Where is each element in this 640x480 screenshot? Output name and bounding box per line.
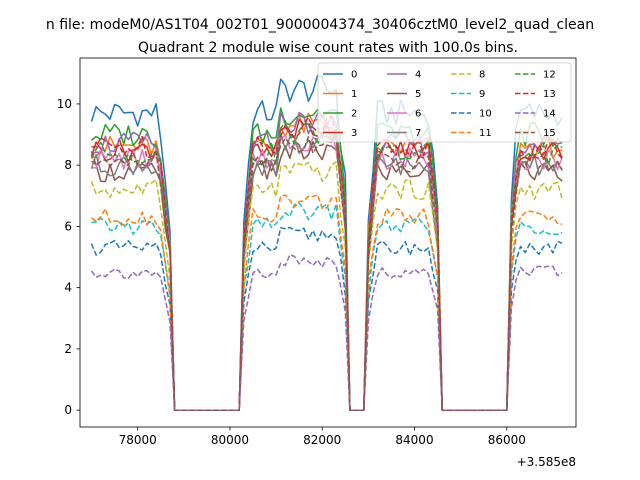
legend-label-7: 7 xyxy=(415,128,421,139)
legend-label-1: 1 xyxy=(351,89,357,100)
series-line-8 xyxy=(90,161,563,411)
series-line-14 xyxy=(90,253,563,411)
axes-frame xyxy=(79,57,577,428)
chart-title: Quadrant 2 module wise count rates with … xyxy=(138,40,518,56)
y-tick-label: 4 xyxy=(64,281,72,295)
y-tick-label: 6 xyxy=(64,219,72,233)
y-tick-label: 8 xyxy=(64,158,72,172)
legend-label-3: 3 xyxy=(351,128,357,139)
legend-label-10: 10 xyxy=(479,109,492,120)
legend-label-9: 9 xyxy=(479,89,485,100)
x-offset-label: +3.585e8 xyxy=(517,455,576,469)
legend-label-2: 2 xyxy=(351,109,357,120)
y-tick-label: 2 xyxy=(64,342,72,356)
x-tick-label: 78000 xyxy=(119,433,157,447)
legend-label-6: 6 xyxy=(415,109,421,120)
x-tick-label: 82000 xyxy=(303,433,341,447)
y-tick-label: 0 xyxy=(64,403,72,417)
legend-label-8: 8 xyxy=(479,70,485,81)
y-tick-label: 10 xyxy=(57,97,72,111)
legend-label-4: 4 xyxy=(415,70,421,81)
legend-label-14: 14 xyxy=(543,109,556,120)
legend-label-5: 5 xyxy=(415,89,421,100)
legend-label-13: 13 xyxy=(543,89,556,100)
legend-label-15: 15 xyxy=(543,128,556,139)
x-tick-label: 80000 xyxy=(211,433,249,447)
legend-label-11: 11 xyxy=(479,128,492,139)
legend-label-0: 0 xyxy=(351,70,357,81)
legend-box xyxy=(317,62,572,143)
series-line-9 xyxy=(91,202,563,411)
x-tick-label: 84000 xyxy=(395,433,433,447)
series-line-11 xyxy=(91,194,563,411)
x-tick-label: 86000 xyxy=(488,433,526,447)
series-line-10 xyxy=(90,226,563,411)
legend-label-12: 12 xyxy=(543,70,556,81)
figure-suptitle: n file: modeM0/AS1T04_002T01_9000004374_… xyxy=(46,17,594,33)
